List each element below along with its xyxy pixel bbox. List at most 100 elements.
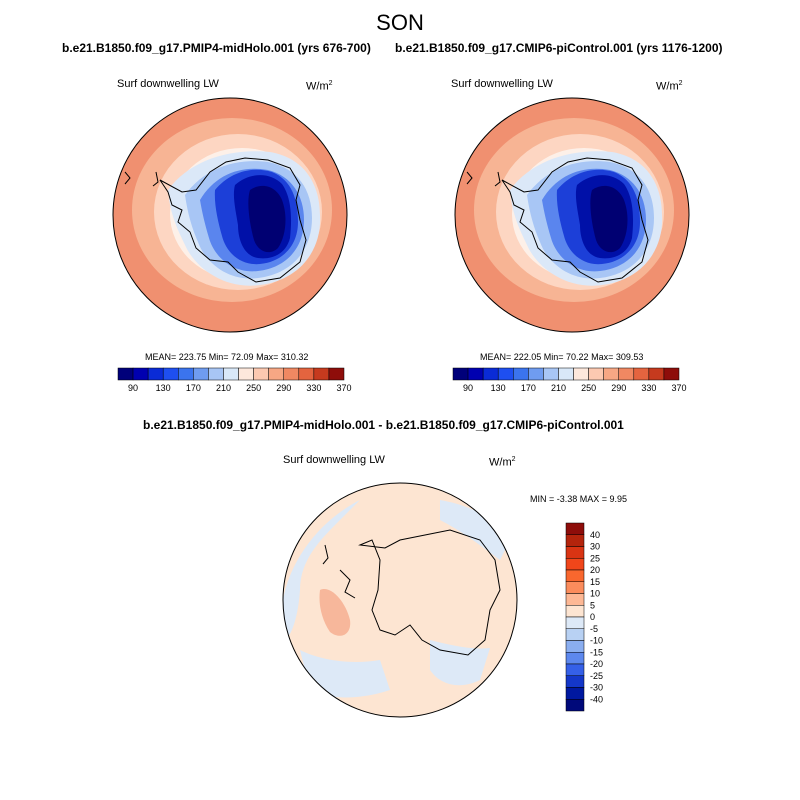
- panel-left-run-title: b.e21.B1850.f09_g17.PMIP4-midHolo.001 (y…: [62, 41, 371, 55]
- panel-left-variable: Surf downwelling LW: [117, 78, 219, 90]
- ring-cool-core: [248, 185, 286, 253]
- colorbar-swatch: [528, 367, 544, 381]
- panel-right-south-america: [466, 171, 473, 185]
- panel-left-colorbar: 90 130 170 210 250 290 330 370: [117, 367, 352, 393]
- colorbar-tick-label: 250: [246, 383, 261, 393]
- colorbar-swatch: [565, 628, 585, 641]
- colorbar-swatch: [298, 367, 315, 381]
- colorbar-swatch: [603, 367, 619, 381]
- colorbar-tick-label: -25: [590, 671, 603, 681]
- colorbar-swatch: [565, 581, 585, 594]
- diff-title: b.e21.B1850.f09_g17.PMIP4-midHolo.001 - …: [143, 418, 624, 432]
- colorbar-swatch: [588, 367, 604, 381]
- colorbar-tick-label: 20: [590, 565, 600, 575]
- colorbar-tick-label: 15: [590, 577, 600, 587]
- panel-left-stats: MEAN= 223.75 Min= 72.09 Max= 310.32: [145, 352, 309, 362]
- colorbar-swatch: [565, 569, 585, 582]
- colorbar-swatch: [565, 699, 585, 712]
- colorbar-swatch: [633, 367, 650, 381]
- colorbar-tick-label: -5: [590, 624, 598, 634]
- colorbar-swatch: [565, 546, 585, 559]
- colorbar-swatch: [565, 687, 585, 700]
- colorbar-swatch: [565, 534, 585, 547]
- colorbar-swatch: [328, 367, 345, 381]
- diff-minmax: MIN = -3.38 MAX = 9.95: [530, 494, 628, 504]
- panel-left-units: W/m2: [306, 80, 333, 93]
- panel-right-globe-border: [454, 97, 690, 333]
- colorbar-swatch: [497, 367, 514, 381]
- colorbar-swatch: [573, 367, 589, 381]
- diff-map: [283, 483, 517, 717]
- panel-left-globe-border: [112, 97, 348, 333]
- colorbar-swatch: [565, 640, 585, 653]
- colorbar-swatch: [452, 367, 469, 381]
- colorbar-tick-label: 290: [611, 383, 626, 393]
- panel-right-stats: MEAN= 222.05 Min= 70.22 Max= 309.53: [480, 352, 644, 362]
- colorbar-swatch: [663, 367, 680, 381]
- panel-left-peninsula: [152, 171, 159, 187]
- colorbar-swatch: [117, 367, 134, 381]
- diff-globe-border: [282, 482, 518, 718]
- colorbar-swatch: [178, 367, 194, 381]
- colorbar-swatch: [268, 367, 284, 381]
- colorbar-tick-label: 10: [590, 589, 600, 599]
- diff-warm-patch: [319, 589, 351, 636]
- colorbar-tick-label: 170: [521, 383, 536, 393]
- colorbar-swatch: [558, 367, 574, 381]
- colorbar-swatch: [313, 367, 330, 381]
- colorbar-swatch: [565, 652, 585, 665]
- colorbar-swatch: [618, 367, 635, 381]
- colorbar-swatch: [162, 367, 179, 381]
- colorbar-swatch: [565, 605, 585, 618]
- panel-right-variable: Surf downwelling LW: [451, 78, 553, 90]
- colorbar-tick-label: 330: [641, 383, 656, 393]
- season-title: SON: [376, 10, 424, 35]
- colorbar-swatch: [223, 367, 239, 381]
- diff-cool-patch-south: [300, 650, 390, 698]
- colorbar-swatch: [253, 367, 269, 381]
- panel-right-peninsula: [494, 171, 501, 187]
- colorbar-tick-label: 330: [306, 383, 321, 393]
- panel-left-coastline: [159, 157, 307, 283]
- diff-peninsula: [339, 569, 356, 599]
- diff-units: W/m2: [489, 456, 516, 469]
- colorbar-swatch: [543, 367, 559, 381]
- colorbar-tick-label: 90: [463, 383, 473, 393]
- panel-left-map: [113, 98, 347, 332]
- colorbar-swatch: [565, 675, 585, 688]
- colorbar-swatch: [482, 367, 499, 381]
- colorbar-swatch: [565, 522, 585, 535]
- colorbar-swatch: [513, 367, 529, 381]
- colorbar-swatch: [132, 367, 149, 381]
- panel-right-map: [455, 98, 689, 332]
- colorbar-tick-label: 5: [590, 600, 595, 610]
- colorbar-swatch: [565, 558, 585, 571]
- colorbar-tick-label: 290: [276, 383, 291, 393]
- colorbar-tick-label: 0: [590, 612, 595, 622]
- colorbar-tick-label: 30: [590, 542, 600, 552]
- colorbar-tick-label: -10: [590, 636, 603, 646]
- diff-coastline: [358, 529, 501, 656]
- colorbar-tick-label: 370: [671, 383, 686, 393]
- colorbar-tick-label: 90: [128, 383, 138, 393]
- colorbar-tick-label: -40: [590, 694, 603, 704]
- colorbar-swatch: [467, 367, 484, 381]
- panel-right-units: W/m2: [656, 80, 683, 93]
- colorbar-tick-label: 370: [336, 383, 351, 393]
- diff-cool-patch-west: [283, 500, 360, 640]
- panel-right-colorbar: 90 130 170 210 250 290 330 370: [452, 367, 687, 393]
- colorbar-tick-label: 210: [551, 383, 566, 393]
- colorbar-swatch: [147, 367, 164, 381]
- diff-cool-patch-east: [440, 500, 510, 560]
- colorbar-swatch: [565, 663, 585, 676]
- colorbar-tick-label: 250: [581, 383, 596, 393]
- panel-right-run-title: b.e21.B1850.f09_g17.CMIP6-piControl.001 …: [395, 41, 723, 55]
- colorbar-swatch: [238, 367, 254, 381]
- colorbar-swatch: [208, 367, 224, 381]
- colorbar-swatch: [565, 593, 585, 606]
- colorbar-tick-label: -15: [590, 647, 603, 657]
- colorbar-tick-label: 40: [590, 530, 600, 540]
- colorbar-tick-label: 25: [590, 553, 600, 563]
